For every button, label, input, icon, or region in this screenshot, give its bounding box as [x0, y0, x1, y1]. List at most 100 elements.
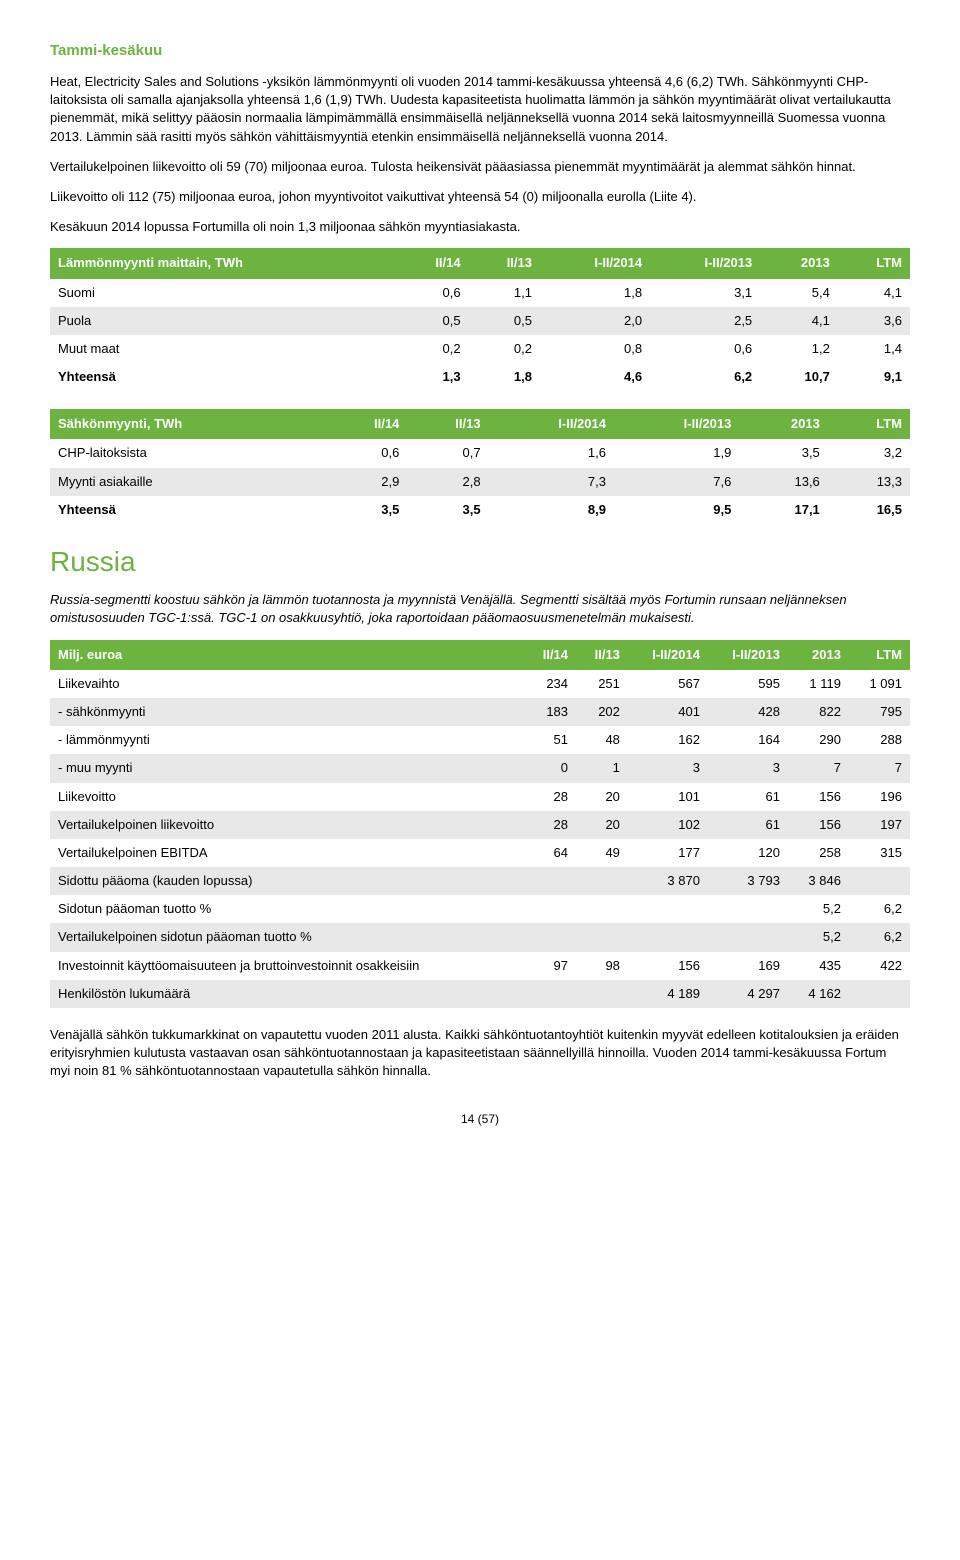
cell — [708, 895, 788, 923]
cell — [628, 895, 708, 923]
section-title: Tammi-kesäkuu — [50, 40, 910, 61]
cell: 2,9 — [326, 468, 407, 496]
paragraph: Heat, Electricity Sales and Solutions -y… — [50, 73, 910, 146]
col-header: II/14 — [326, 409, 407, 439]
cell: 6,2 — [849, 895, 910, 923]
cell: 5,4 — [760, 279, 838, 307]
cell: 3 870 — [628, 867, 708, 895]
cell: 3,5 — [739, 439, 827, 467]
col-header: 2013 — [739, 409, 827, 439]
row-label: - muu myynti — [50, 754, 524, 782]
cell: 4 189 — [628, 980, 708, 1008]
cell: 51 — [524, 726, 576, 754]
cell: 49 — [576, 839, 628, 867]
cell: 98 — [576, 952, 628, 980]
cell: 3 793 — [708, 867, 788, 895]
cell: 3,2 — [828, 439, 910, 467]
cell — [576, 867, 628, 895]
cell: 3 — [628, 754, 708, 782]
cell: 422 — [849, 952, 910, 980]
total-cell: 17,1 — [739, 496, 827, 524]
table-heat-sales: Lämmönmyynti maittain, TWhII/14II/13I-II… — [50, 248, 910, 391]
row-label: CHP-laitoksista — [50, 439, 326, 467]
total-cell: 1,8 — [469, 363, 540, 391]
col-header: LTM — [828, 409, 910, 439]
paragraph: Venäjällä sähkön tukkumarkkinat on vapau… — [50, 1026, 910, 1081]
cell: 97 — [524, 952, 576, 980]
total-cell: 1,3 — [397, 363, 468, 391]
total-cell: 9,1 — [838, 363, 910, 391]
cell — [524, 867, 576, 895]
col-header: II/13 — [469, 248, 540, 278]
cell: 13,3 — [828, 468, 910, 496]
paragraph: Kesäkuun 2014 lopussa Fortumilla oli noi… — [50, 218, 910, 236]
russia-intro: Russia-segmentti koostuu sähkön ja lämmö… — [50, 591, 910, 627]
cell: 156 — [788, 811, 849, 839]
cell: 1 091 — [849, 670, 910, 698]
cell: 0,5 — [397, 307, 468, 335]
col-header: II/13 — [407, 409, 488, 439]
cell: 2,5 — [650, 307, 760, 335]
cell: 0,2 — [397, 335, 468, 363]
col-header: II/13 — [576, 640, 628, 670]
row-label: Vertailukelpoinen liikevoitto — [50, 811, 524, 839]
cell: 5,2 — [788, 923, 849, 951]
col-header: I-II/2013 — [614, 409, 739, 439]
row-label: Suomi — [50, 279, 397, 307]
paragraph: Liikevoitto oli 112 (75) miljoonaa euroa… — [50, 188, 910, 206]
cell: 822 — [788, 698, 849, 726]
cell: 7 — [849, 754, 910, 782]
total-label: Yhteensä — [50, 496, 326, 524]
cell: 567 — [628, 670, 708, 698]
cell: 177 — [628, 839, 708, 867]
page-number: 14 (57) — [50, 1111, 910, 1128]
cell: 1,2 — [760, 335, 838, 363]
cell — [524, 980, 576, 1008]
cell: 4 162 — [788, 980, 849, 1008]
col-header: I-II/2013 — [650, 248, 760, 278]
cell: 0,8 — [540, 335, 650, 363]
total-cell: 8,9 — [489, 496, 614, 524]
cell: 0,5 — [469, 307, 540, 335]
cell: 4 297 — [708, 980, 788, 1008]
row-label: - sähkönmyynti — [50, 698, 524, 726]
table-electricity-sales: Sähkönmyynti, TWhII/14II/13I-II/2014I-II… — [50, 409, 910, 524]
col-header: II/14 — [397, 248, 468, 278]
table-title: Milj. euroa — [50, 640, 524, 670]
total-cell: 16,5 — [828, 496, 910, 524]
cell: 156 — [788, 783, 849, 811]
cell: 162 — [628, 726, 708, 754]
cell: 1,8 — [540, 279, 650, 307]
cell: 3 — [708, 754, 788, 782]
total-cell: 9,5 — [614, 496, 739, 524]
cell: 1,4 — [838, 335, 910, 363]
table-russia-financials: Milj. euroaII/14II/13I-II/2014I-II/20132… — [50, 640, 910, 1008]
col-header: LTM — [849, 640, 910, 670]
col-header: I-II/2014 — [540, 248, 650, 278]
cell: 0,6 — [650, 335, 760, 363]
cell — [849, 980, 910, 1008]
cell: 290 — [788, 726, 849, 754]
cell: 20 — [576, 783, 628, 811]
cell: 795 — [849, 698, 910, 726]
row-label: Sidotun pääoman tuotto % — [50, 895, 524, 923]
cell: 0 — [524, 754, 576, 782]
cell: 401 — [628, 698, 708, 726]
row-label: Liikevaihto — [50, 670, 524, 698]
total-cell: 4,6 — [540, 363, 650, 391]
row-label: - lämmönmyynti — [50, 726, 524, 754]
cell: 0,2 — [469, 335, 540, 363]
cell: 13,6 — [739, 468, 827, 496]
cell: 0,6 — [397, 279, 468, 307]
cell: 61 — [708, 811, 788, 839]
cell: 101 — [628, 783, 708, 811]
cell: 2,8 — [407, 468, 488, 496]
cell: 315 — [849, 839, 910, 867]
col-header: I-II/2014 — [628, 640, 708, 670]
cell — [849, 867, 910, 895]
cell — [708, 923, 788, 951]
cell: 196 — [849, 783, 910, 811]
cell: 28 — [524, 811, 576, 839]
cell: 1,9 — [614, 439, 739, 467]
total-cell: 6,2 — [650, 363, 760, 391]
